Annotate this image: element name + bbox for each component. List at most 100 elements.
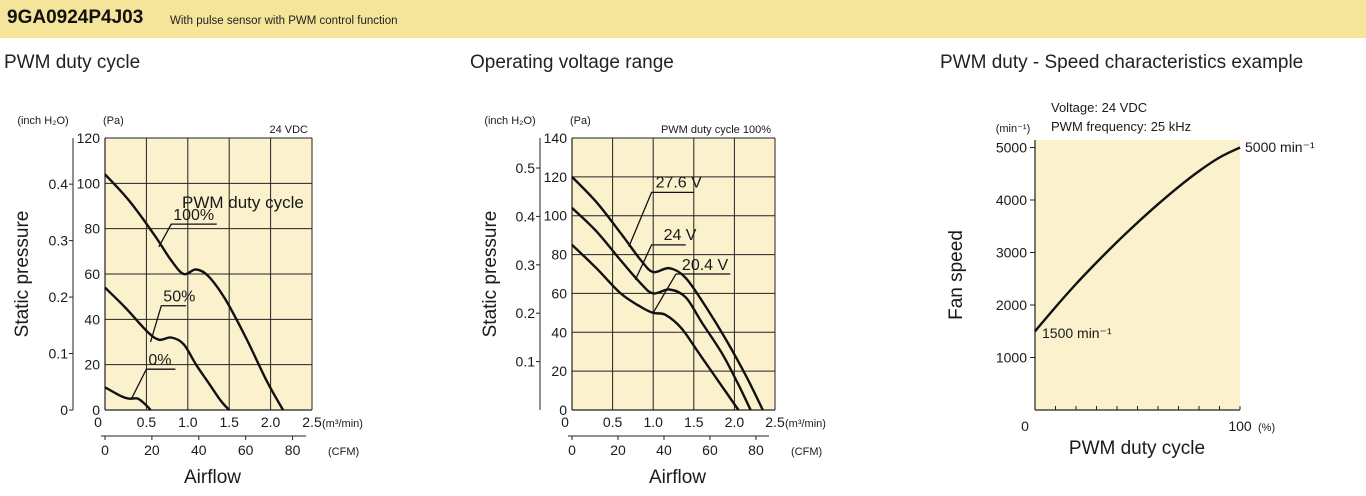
chart2-series-line-2 xyxy=(571,244,740,411)
chart1-inch-tick-label: 0 xyxy=(60,402,68,418)
chart2-series-line-1 xyxy=(571,207,752,411)
chart1-x-tick-label: 0.5 xyxy=(137,414,157,430)
chart1-series-line-1 xyxy=(104,286,231,411)
chart2-cfm-tick-label: 40 xyxy=(656,442,672,458)
chart2-x-label: Airflow xyxy=(649,467,706,488)
chart2-x-tick-label: 0.5 xyxy=(603,414,623,430)
chart2-y-tick-label: 60 xyxy=(551,285,567,301)
chart2-y-tick-label: 140 xyxy=(544,130,568,146)
chart2-leader-204 xyxy=(652,273,731,314)
chart1-y-tick-label: 20 xyxy=(84,357,100,373)
chart1-inch-tick-label: 0.1 xyxy=(49,346,69,362)
chart3-y-tick-label: 3000 xyxy=(996,245,1027,261)
chart2-x-unit: (m³/min) xyxy=(785,418,826,430)
chart2-series-line-0 xyxy=(571,176,764,411)
chart1-x-label: Airflow xyxy=(184,467,241,488)
chart2-pa-unit: (Pa) xyxy=(570,115,591,127)
chart2-y-tick-label: 40 xyxy=(551,324,567,340)
header-bar xyxy=(0,0,1366,38)
chart2-cfm-tick-label: 60 xyxy=(702,442,718,458)
chart2-inch-unit: (inch H₂O) xyxy=(484,115,535,127)
chart2-x-tick-label: 2.5 xyxy=(765,414,785,430)
chart2-cfm-tick-label: 0 xyxy=(568,442,576,458)
chart2-x-tick-label: 2.0 xyxy=(725,414,745,430)
chart2-x-tick-label: 1.5 xyxy=(684,414,704,430)
chart1-legend-title: PWM duty cycle xyxy=(182,193,304,212)
chart3-y-label: Fan speed xyxy=(946,230,967,320)
chart1-cfm-tick-label: 40 xyxy=(191,442,207,458)
chart1-cfm-tick-label: 60 xyxy=(238,442,254,458)
chart3-title: PWM duty - Speed characteristics example xyxy=(940,52,1304,73)
chart2-inch-tick-label: 0.5 xyxy=(516,160,536,176)
chart1-y-tick-label: 120 xyxy=(77,130,101,146)
chart1-leader-0 xyxy=(130,368,176,399)
chart3-x-tick-label: 0 xyxy=(1021,418,1029,434)
chart1-cfm-unit: (CFM) xyxy=(328,446,359,458)
chart3-y-tick-label: 2000 xyxy=(996,297,1027,313)
chart1-cfm-tick-label: 20 xyxy=(144,442,160,458)
chart2-cfm-tick-label: 80 xyxy=(748,442,764,458)
chart1-series-label-50: 50% xyxy=(163,289,195,306)
chart1-y-tick-label: 40 xyxy=(84,311,100,327)
chart1-condition-note: 24 VDC xyxy=(269,124,308,136)
chart3-x-tick-label: 100 xyxy=(1228,418,1252,434)
chart1-y-tick-label: 60 xyxy=(84,266,100,282)
chart1-inch-unit: (inch H₂O) xyxy=(17,115,68,127)
chart1-inch-tick-label: 0.4 xyxy=(49,176,69,192)
chart2-y-label: Static pressure xyxy=(480,211,501,338)
chart3-y-unit: (min⁻¹) xyxy=(996,123,1031,135)
chart2-y-tick-label: 80 xyxy=(551,247,567,263)
chart1-cfm-tick-label: 0 xyxy=(101,442,109,458)
chart3-x-unit: (%) xyxy=(1258,422,1275,434)
chart2-y-tick-label: 20 xyxy=(551,363,567,379)
chart2-leader-24 xyxy=(634,244,686,281)
chart2-inch-tick-label: 0.1 xyxy=(516,354,536,370)
chart3-y-tick-label: 1000 xyxy=(996,350,1027,366)
chart2-series-label-24: 24 V xyxy=(664,227,697,244)
chart2-y-tick-label: 120 xyxy=(544,169,568,185)
chart1-y-label: Static pressure xyxy=(12,211,33,338)
chart3-y-tick-label: 4000 xyxy=(996,192,1027,208)
chart2-y-tick-label: 100 xyxy=(544,208,568,224)
chart1-title: PWM duty cycle xyxy=(4,52,141,73)
chart2-inch-tick-label: 0.4 xyxy=(516,208,536,224)
chart1-x-tick-label: 0 xyxy=(94,414,102,430)
chart1-inch-tick-label: 0.3 xyxy=(49,233,69,249)
chart1-cfm-tick-label: 80 xyxy=(285,442,301,458)
chart3-plot-area xyxy=(1035,140,1240,410)
chart1-pa-unit: (Pa) xyxy=(103,115,124,127)
chart1-leader-50 xyxy=(149,305,187,343)
chart2-title: Operating voltage range xyxy=(470,52,674,73)
chart1-series-label-0: 0% xyxy=(148,352,171,369)
chart3-x-label: PWM duty cycle xyxy=(1069,438,1205,459)
chart1-x-tick-label: 1.0 xyxy=(178,414,198,430)
chart3-annotation-start: 1500 min⁻¹ xyxy=(1042,325,1112,341)
chart1-series-line-2 xyxy=(104,386,152,411)
chart2-series-label-204: 20.4 V xyxy=(682,257,729,274)
chart3-condition-voltage: Voltage: 24 VDC xyxy=(1051,100,1147,115)
chart2-series-label-276: 27.6 V xyxy=(656,174,703,191)
chart1-leader-100 xyxy=(158,223,217,248)
chart2-cfm-tick-label: 20 xyxy=(610,442,626,458)
chart2-inch-tick-label: 0.3 xyxy=(516,257,536,273)
chart3-condition-frequency: PWM frequency: 25 kHz xyxy=(1051,119,1191,134)
chart2-x-tick-label: 0 xyxy=(561,414,569,430)
chart1-series-label-100: 100% xyxy=(173,207,214,224)
chart2-leader-276 xyxy=(628,191,694,248)
chart1-y-tick-label: 0 xyxy=(92,402,100,418)
chart1-y-tick-label: 80 xyxy=(84,221,100,237)
model-subtitle: With pulse sensor with PWM control funct… xyxy=(170,15,398,27)
chart3-y-tick-label: 5000 xyxy=(996,140,1027,156)
chart1-inch-tick-label: 0.2 xyxy=(49,289,69,305)
model-number: 9GA0924P4J03 xyxy=(7,7,144,28)
chart1-x-tick-label: 1.5 xyxy=(219,414,239,430)
chart1-series-line-0 xyxy=(104,173,285,411)
chart3-annotation-end: 5000 min⁻¹ xyxy=(1245,139,1315,155)
chart2-x-tick-label: 1.0 xyxy=(643,414,663,430)
chart2-cfm-unit: (CFM) xyxy=(791,446,822,458)
chart2-inch-tick-label: 0.2 xyxy=(516,305,536,321)
chart1-x-tick-label: 2.5 xyxy=(302,414,322,430)
chart2-condition-note: PWM duty cycle 100% xyxy=(661,124,771,136)
chart1-x-tick-label: 2.0 xyxy=(261,414,281,430)
